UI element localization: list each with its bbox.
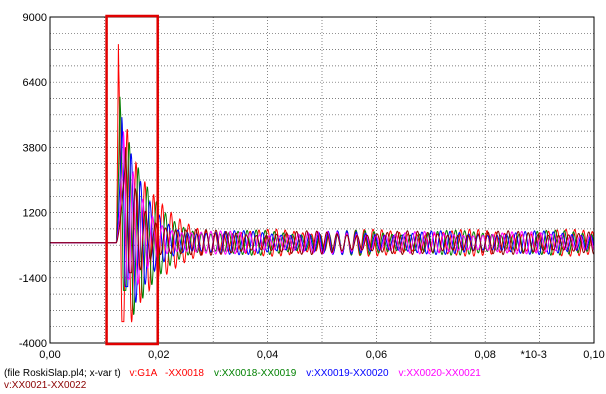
- y-tick-labels: -4000 -1400 1200 3800 6400 9000: [19, 12, 47, 350]
- x-tick-label: 0,10: [583, 349, 604, 361]
- y-tick-label: -4000: [19, 338, 47, 350]
- y-tick-label: 1200: [23, 208, 47, 220]
- legend-item: v:XX0020-XX0021: [398, 368, 481, 379]
- highlight-rectangle: [105, 14, 159, 346]
- x-tick-label: 0,02: [148, 349, 169, 361]
- file-label: (file RoskiSlap.pl4; x-var t): [4, 368, 121, 379]
- x-tick-label: 0,08: [474, 349, 495, 361]
- series-line: [50, 147, 595, 274]
- series-line: [50, 117, 595, 303]
- y-tick-label: -1400: [19, 273, 47, 285]
- grid-lines: [50, 17, 594, 343]
- x-tick-label: 0,00: [39, 349, 60, 361]
- y-tick-label: 9000: [23, 12, 47, 24]
- legend-item: v:XX0018-XX0019: [213, 368, 297, 379]
- y-tick-label: 3800: [23, 142, 47, 154]
- legend-item: v:XX0019-XX0020: [306, 368, 389, 379]
- plot-border: [49, 16, 595, 344]
- x-scale-note: *10-3: [521, 349, 547, 361]
- plot-frame: [49, 16, 595, 344]
- y-tick-label: 6400: [23, 77, 47, 89]
- x-tick-labels: 0,00 0,02 0,04 0,06 0,08 0,10: [39, 349, 604, 361]
- legend-item: v:XX0021-XX0022: [4, 380, 87, 391]
- series-lines: [50, 44, 595, 323]
- x-tick-label: 0,04: [257, 349, 278, 361]
- x-tick-label: 0,06: [366, 349, 387, 361]
- highlight-box: [105, 14, 159, 346]
- legend-items: v:G1A -XX0018 v:XX0018-XX0019 v:XX0019-XX0…: [4, 368, 600, 392]
- legend-item: v:G1A -XX0018: [129, 368, 204, 379]
- legend: (file RoskiSlap.pl4; x-var t) v:G1A -XX0…: [4, 368, 600, 392]
- series-line: [50, 44, 595, 323]
